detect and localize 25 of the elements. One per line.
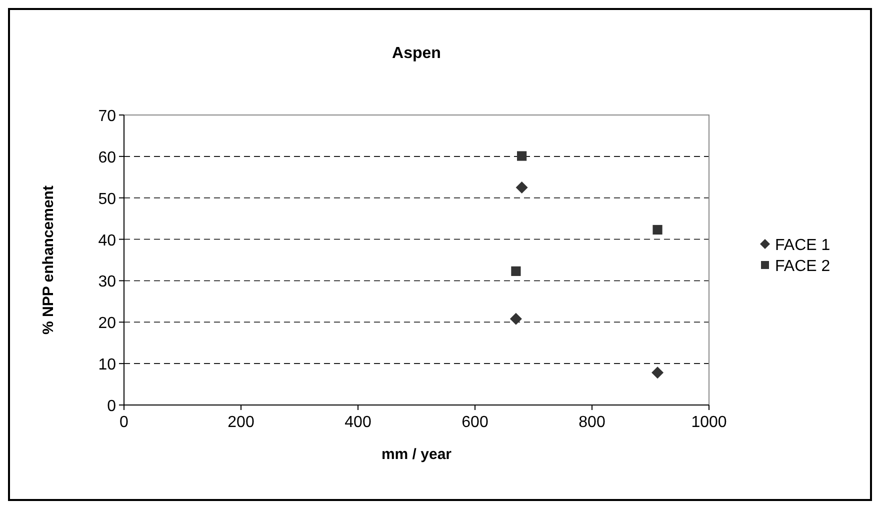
point xyxy=(652,366,664,379)
legend-label: FACE 1 xyxy=(775,237,830,254)
y-tick-label: 40 xyxy=(98,232,116,250)
y-tick-label: 60 xyxy=(98,149,116,166)
point xyxy=(652,224,662,235)
y-tick-label: 20 xyxy=(98,315,116,332)
y-tick-label: 10 xyxy=(98,356,116,374)
y-tick-label: 70 xyxy=(98,108,116,125)
x-tick-label: 600 xyxy=(462,414,488,431)
legend-label: FACE 2 xyxy=(775,258,830,275)
x-tick-label: 400 xyxy=(344,414,372,431)
x-tick-label: 1000 xyxy=(691,414,727,431)
y-axis-title: % NPP enhancement xyxy=(40,186,57,334)
point xyxy=(517,151,527,161)
x-tick-label: 800 xyxy=(578,414,606,431)
y-tick-label: 30 xyxy=(98,274,116,291)
chart-title: Aspen xyxy=(392,45,441,62)
x-tick-label: 0 xyxy=(120,414,129,431)
y-tick-label: 0 xyxy=(107,398,116,415)
x-tick-label: 200 xyxy=(228,414,254,431)
x-axis-title: mm / year xyxy=(381,446,452,463)
y-tick-label: 50 xyxy=(98,190,116,208)
point xyxy=(516,182,528,194)
point xyxy=(510,312,522,325)
point xyxy=(511,266,521,276)
